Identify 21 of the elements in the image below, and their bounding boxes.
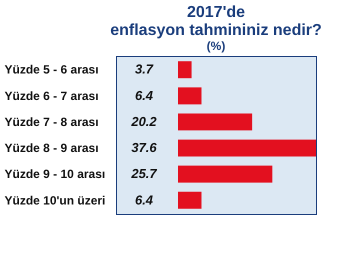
y-tick-label: Yüzde 5 - 6 arası bbox=[4, 62, 99, 77]
bar bbox=[178, 140, 316, 157]
y-tick-label: Yüzde 8 - 9 arası bbox=[4, 141, 99, 156]
bar bbox=[178, 192, 202, 209]
y-tick-label: Yüzde 6 - 7 arası bbox=[4, 88, 99, 103]
chart-subtitle: (%) bbox=[206, 39, 226, 53]
y-tick-label: Yüzde 9 - 10 arası bbox=[4, 167, 106, 182]
bar bbox=[178, 113, 252, 130]
text: enflasyon tahmininiz nedir? bbox=[110, 22, 322, 39]
data-label: 37.6 bbox=[131, 140, 158, 156]
bar bbox=[178, 87, 202, 104]
data-label: 3.7 bbox=[134, 62, 154, 77]
data-label: 20.2 bbox=[130, 114, 158, 129]
data-label: 6.4 bbox=[134, 192, 154, 208]
data-label: 6.4 bbox=[134, 88, 154, 103]
text: 2017'de bbox=[186, 4, 246, 21]
data-label: 25.7 bbox=[130, 166, 158, 182]
bar bbox=[178, 61, 192, 78]
y-tick-label: Yüzde 7 - 8 arası bbox=[4, 114, 99, 129]
y-tick-label: Yüzde 10'un üzeri bbox=[4, 193, 106, 208]
bar bbox=[178, 166, 272, 183]
